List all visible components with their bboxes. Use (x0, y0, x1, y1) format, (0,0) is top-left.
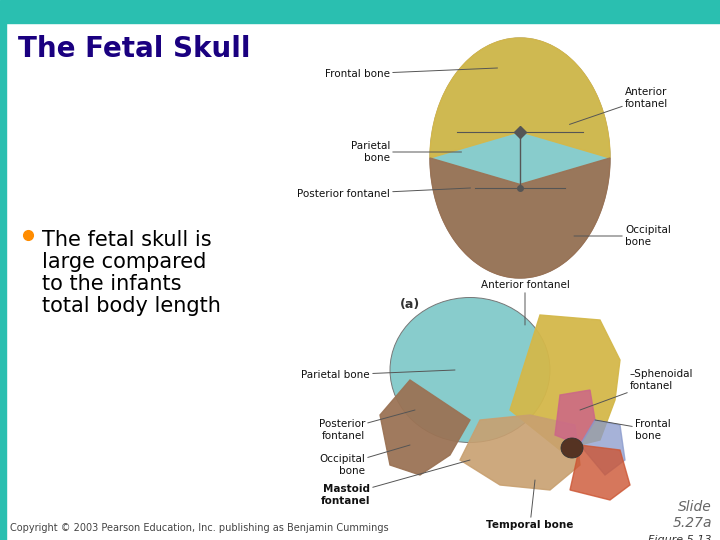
Text: large compared: large compared (42, 252, 207, 272)
Polygon shape (570, 445, 630, 500)
Text: Anterior fontanel: Anterior fontanel (480, 280, 570, 325)
Text: Occipital
bone: Occipital bone (319, 445, 410, 476)
Polygon shape (555, 390, 595, 445)
Polygon shape (510, 315, 620, 450)
Text: –Sphenoidal
fontanel: –Sphenoidal fontanel (580, 369, 693, 410)
Text: Anterior
fontanel: Anterior fontanel (570, 87, 668, 124)
Text: Temporal bone: Temporal bone (486, 480, 574, 530)
Bar (0, 0, 720, 23)
Polygon shape (430, 38, 610, 158)
Polygon shape (580, 420, 625, 475)
Text: Copyright © 2003 Pearson Education, Inc. publishing as Benjamin Cummings: Copyright © 2003 Pearson Education, Inc.… (10, 523, 389, 533)
Text: Posterior
fontanel: Posterior fontanel (319, 410, 415, 441)
Text: to the infants: to the infants (42, 274, 181, 294)
Text: Parietal bone: Parietal bone (302, 370, 455, 380)
Polygon shape (430, 158, 610, 278)
Text: Posterior fontanel: Posterior fontanel (297, 188, 470, 199)
Text: Slide
5.27a: Slide 5.27a (672, 500, 712, 530)
Text: Parietal
bone: Parietal bone (351, 141, 462, 163)
Text: Frontal
bone: Frontal bone (595, 419, 671, 441)
Bar (0, 23, 6, 540)
Text: (a): (a) (400, 298, 420, 311)
Polygon shape (380, 380, 470, 475)
Ellipse shape (430, 38, 610, 278)
Polygon shape (460, 415, 580, 490)
Ellipse shape (390, 298, 550, 442)
Text: Frontal bone: Frontal bone (325, 68, 498, 79)
Text: total body length: total body length (42, 296, 221, 316)
Text: The fetal skull is: The fetal skull is (42, 230, 212, 250)
Text: Occipital
bone: Occipital bone (574, 225, 671, 247)
Ellipse shape (561, 438, 583, 458)
Text: The Fetal Skull: The Fetal Skull (18, 35, 251, 63)
Text: Figure 5.13: Figure 5.13 (649, 535, 712, 540)
Text: Mastoid
fontanel: Mastoid fontanel (320, 460, 470, 506)
